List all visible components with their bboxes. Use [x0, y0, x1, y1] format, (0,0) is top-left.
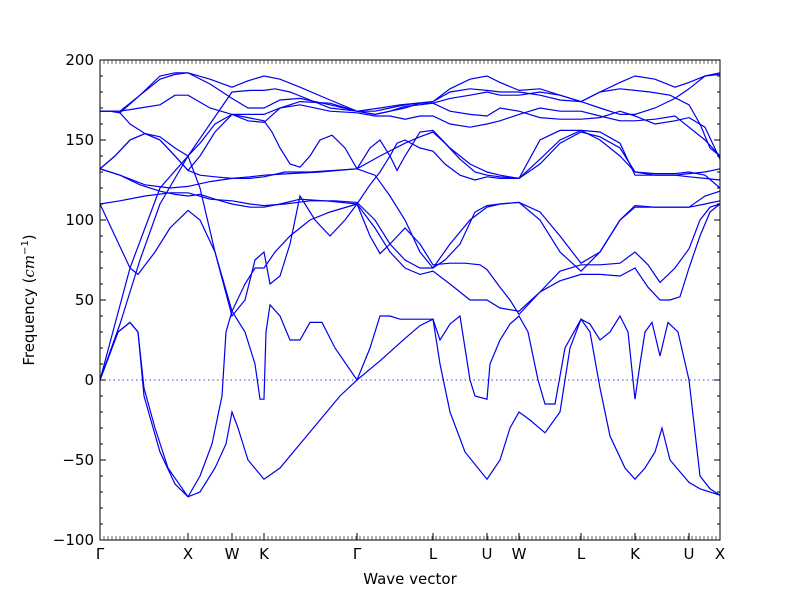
- band-line-14: [100, 100, 721, 160]
- x-tick-label: K: [259, 545, 270, 563]
- y-tick-label: −50: [62, 451, 94, 469]
- x-tick-label: W: [225, 545, 240, 563]
- x-tick-label: U: [482, 545, 493, 563]
- y-tick-label: 50: [75, 291, 94, 309]
- band-line-2: [99, 303, 721, 498]
- y-axis-label-suffix: ): [20, 234, 38, 240]
- x-axis-label: Wave vector: [363, 570, 457, 588]
- band-line-3: [99, 88, 721, 381]
- y-tick-label: 100: [65, 211, 94, 229]
- x-tick-label: W: [512, 545, 527, 563]
- x-tick-label: U: [684, 545, 695, 563]
- x-tick-label: K: [630, 545, 641, 563]
- axes: −100 −50 0 50 100 150 200 Γ X W K Γ L U W L K U X: [53, 51, 725, 563]
- band-line-8: [99, 131, 721, 208]
- y-tick-label: −100: [53, 531, 94, 549]
- band-line-10: [99, 113, 721, 181]
- band-line-9: [99, 129, 721, 180]
- band-lines: [99, 72, 721, 498]
- y-axis-label: Frequency (cm−1): [20, 234, 38, 365]
- band-line-12: [100, 72, 721, 116]
- y-axis-label-prefix: Frequency (: [20, 278, 38, 366]
- x-tick-label: Γ: [96, 545, 105, 563]
- x-tick-label: L: [429, 545, 438, 563]
- band-line-1: [99, 317, 721, 498]
- band-line-4: [99, 154, 721, 381]
- x-tick-label: X: [183, 545, 193, 563]
- y-axis-label-exponent: −1: [20, 240, 31, 255]
- y-tick-label: 0: [84, 371, 94, 389]
- plot-frame: [99, 59, 721, 541]
- band-line-13: [100, 72, 721, 116]
- x-tick-label: L: [577, 545, 586, 563]
- band-line-7: [99, 168, 721, 269]
- x-tick-label: Γ: [353, 545, 362, 563]
- y-tick-label: 200: [65, 51, 94, 69]
- y-axis-label-unit: cm: [20, 255, 38, 278]
- x-tick-label: X: [715, 545, 725, 563]
- band-line-11: [100, 94, 721, 157]
- y-tick-label: 150: [65, 131, 94, 149]
